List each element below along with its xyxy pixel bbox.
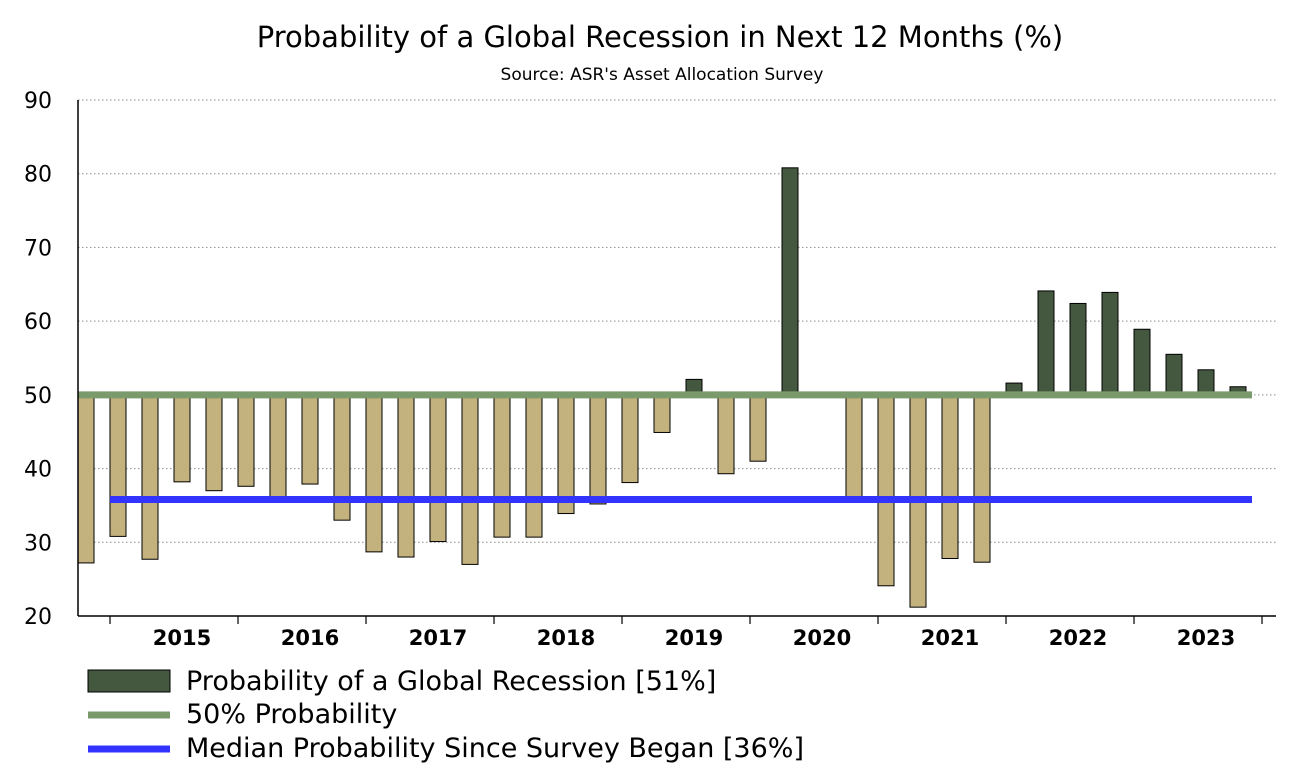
bar (173, 394, 191, 483)
bar (781, 167, 799, 396)
legend-label-median: Median Probability Since Survey Began [3… (186, 733, 804, 764)
bar (877, 394, 895, 587)
y-tick-label: 80 (24, 163, 52, 188)
bar (845, 394, 863, 498)
gridlines (78, 99, 1276, 543)
legend: Probability of a Global Recession [51%] … (87, 666, 804, 764)
y-tick-label: 60 (24, 310, 52, 335)
bar (525, 394, 543, 538)
legend-label-50-probability: 50% Probability (186, 699, 397, 730)
bar (749, 394, 767, 462)
bar (653, 394, 671, 433)
bar (717, 394, 735, 475)
bar (493, 394, 511, 538)
bar (301, 394, 319, 485)
bar (1037, 290, 1055, 396)
bar (941, 394, 959, 560)
bar (1197, 369, 1215, 396)
y-tick-label: 90 (24, 89, 52, 114)
y-tick-label: 30 (24, 531, 52, 556)
y-axis-ticks: 20 30 40 50 60 70 80 90 (24, 89, 52, 630)
bar (589, 394, 607, 505)
bar (365, 394, 383, 553)
y-tick-label: 40 (24, 458, 52, 483)
bar (557, 394, 575, 515)
bar (461, 394, 479, 565)
chart-subtitle: Source: ASR's Asset Allocation Survey (501, 65, 824, 85)
y-tick-label: 70 (24, 236, 52, 261)
x-tick-label: 2022 (1049, 626, 1107, 650)
bar (1165, 353, 1183, 396)
reference-lines (78, 391, 1252, 504)
x-tick-label: 2021 (921, 626, 979, 650)
chart-title: Probability of a Global Recession in Nex… (257, 20, 1063, 54)
x-tick-label: 2015 (153, 626, 211, 650)
x-tick-label: 2019 (665, 626, 723, 650)
x-tick-label: 2023 (1177, 626, 1235, 650)
bar (109, 394, 127, 537)
bar (141, 394, 159, 560)
x-tick-label: 2020 (793, 626, 851, 650)
bar (429, 394, 447, 543)
x-tick-label: 2017 (409, 626, 467, 650)
bar (205, 394, 223, 492)
bar (1069, 302, 1087, 396)
bars (77, 167, 1247, 608)
axes (77, 100, 1276, 617)
bar (1133, 328, 1151, 396)
bar (269, 394, 287, 498)
legend-swatch-recession (87, 669, 171, 693)
y-tick-label: 20 (24, 605, 52, 630)
x-axis-ticks: 2015 2016 2017 2018 2019 2020 2021 2022 2023 (109, 616, 1263, 650)
bar (1101, 291, 1119, 396)
x-tick-label: 2016 (281, 626, 339, 650)
bar (621, 394, 639, 484)
bar (397, 394, 415, 558)
y-tick-label: 50 (24, 384, 52, 409)
bar (77, 394, 95, 564)
bar (973, 394, 991, 563)
bar (237, 394, 255, 487)
legend-label-recession: Probability of a Global Recession [51%] (186, 666, 716, 697)
x-tick-label: 2018 (537, 626, 595, 650)
